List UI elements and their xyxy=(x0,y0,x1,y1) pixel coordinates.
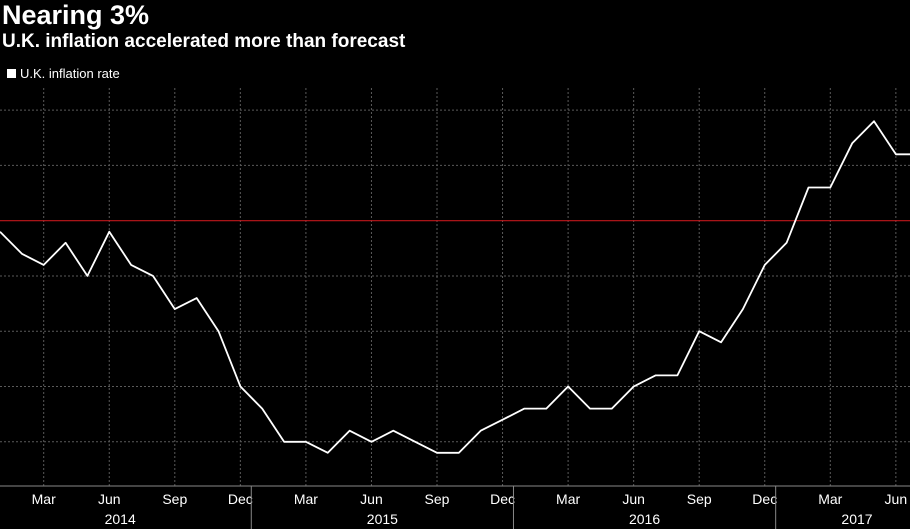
x-tick-label: Sep xyxy=(162,491,187,507)
x-tick-label: Dec xyxy=(752,491,777,507)
legend-label: U.K. inflation rate xyxy=(20,66,120,81)
x-tick-label: Jun xyxy=(360,491,383,507)
legend: U.K. inflation rate xyxy=(7,66,120,81)
x-year-label: 2016 xyxy=(629,511,660,527)
x-year-label: 2014 xyxy=(105,511,136,527)
x-year-label: 2017 xyxy=(841,511,872,527)
x-tick-label: Jun xyxy=(622,491,645,507)
chart-title: Nearing 3% xyxy=(2,0,150,30)
x-tick-label: Mar xyxy=(32,491,56,507)
x-tick-label: Sep xyxy=(425,491,450,507)
legend-swatch xyxy=(7,69,16,78)
x-year-label: 2015 xyxy=(367,511,398,527)
x-tick-label: Mar xyxy=(294,491,318,507)
x-tick-label: Jun xyxy=(885,491,908,507)
chart-subtitle: U.K. inflation accelerated more than for… xyxy=(2,31,406,52)
x-tick-label: Mar xyxy=(818,491,842,507)
x-tick-label: Sep xyxy=(687,491,712,507)
series-line xyxy=(0,120,910,454)
x-tick-label: Jun xyxy=(98,491,121,507)
x-tick-label: Dec xyxy=(228,491,253,507)
x-tick-label: Dec xyxy=(490,491,515,507)
x-tick-label: Mar xyxy=(556,491,580,507)
